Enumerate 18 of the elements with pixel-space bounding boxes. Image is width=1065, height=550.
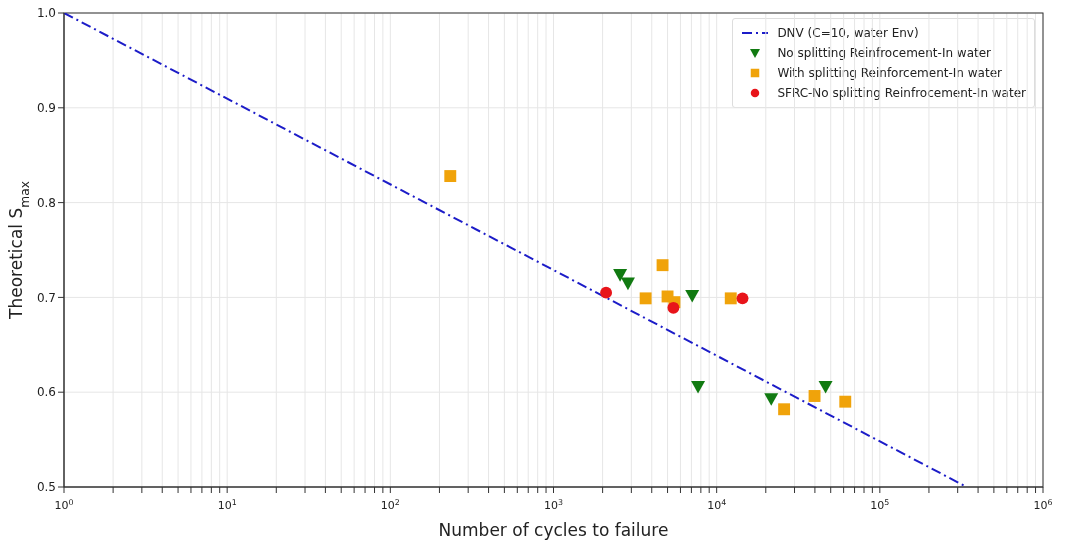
y-tick-label: 0.6 <box>36 385 56 400</box>
legend-label: SFRC-No splitting Reinfrocement-In water <box>777 86 1026 100</box>
legend-label: No splitting Reinfrocement-In water <box>777 46 992 60</box>
x-tick-label: 10$^{3}$ <box>543 497 564 512</box>
legend-label: With splitting Reinforcement-In water <box>777 66 1002 80</box>
legend-label: DNV (C=10, water Env) <box>777 26 919 40</box>
x-tick-label: 10$^{4}$ <box>707 497 727 512</box>
x-axis-title: Number of cycles to failure <box>438 520 669 540</box>
x-tick-label: 10$^{0}$ <box>54 497 74 512</box>
y-tick-label: 0.9 <box>36 101 56 116</box>
x-tick-label: 10$^{6}$ <box>1033 497 1053 512</box>
x-tick-label: 10$^{2}$ <box>380 497 400 512</box>
x-tick-label: 10$^{5}$ <box>870 497 890 512</box>
y-tick-label: 0.5 <box>36 480 56 495</box>
x-tick-label: 10$^{1}$ <box>217 497 237 512</box>
y-tick-label: 0.8 <box>36 195 56 210</box>
y-tick-label: 1.0 <box>36 6 56 21</box>
y-tick-label: 0.7 <box>36 290 56 305</box>
